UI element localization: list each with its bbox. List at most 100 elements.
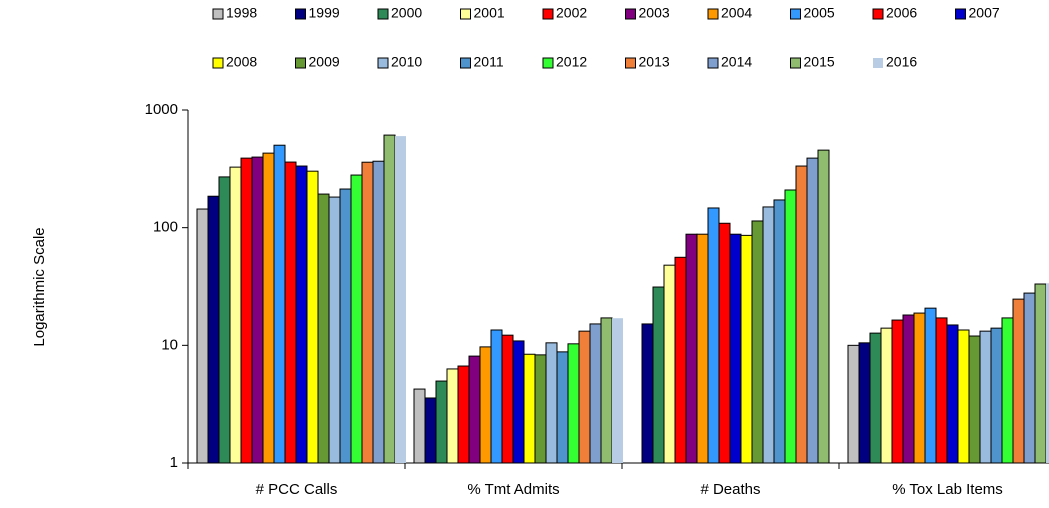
legend-label: 2002 bbox=[556, 5, 587, 21]
legend-label: 2013 bbox=[639, 54, 670, 70]
bar bbox=[773, 199, 786, 464]
bar bbox=[762, 206, 775, 464]
legend-swatch bbox=[295, 57, 306, 69]
legend-label: 2012 bbox=[556, 54, 587, 70]
bar bbox=[468, 355, 481, 464]
bar bbox=[979, 330, 992, 464]
bar bbox=[685, 233, 698, 464]
legend-label: 1999 bbox=[309, 5, 340, 21]
bar bbox=[545, 342, 558, 464]
bar bbox=[696, 233, 709, 464]
bar bbox=[218, 176, 231, 464]
bar bbox=[350, 174, 363, 464]
bar bbox=[251, 156, 264, 464]
bar bbox=[924, 307, 937, 464]
legend-label: 2000 bbox=[391, 5, 422, 21]
legend-label: 2001 bbox=[474, 5, 505, 21]
y-tick-label: 100 bbox=[153, 219, 178, 236]
bar bbox=[383, 134, 396, 464]
legend-label: 2016 bbox=[886, 54, 917, 70]
bar bbox=[663, 264, 676, 464]
legend-swatch bbox=[377, 8, 389, 20]
bar bbox=[361, 161, 374, 464]
legend-swatch bbox=[460, 57, 471, 69]
bar bbox=[729, 233, 742, 464]
bar bbox=[196, 208, 209, 464]
legend-swatch bbox=[790, 57, 801, 69]
legend-swatch bbox=[377, 57, 389, 69]
legend-label: 2014 bbox=[721, 54, 752, 70]
bar bbox=[306, 170, 319, 464]
bar bbox=[891, 319, 904, 464]
bar bbox=[817, 149, 830, 464]
y-tick-label: 1 bbox=[170, 454, 178, 471]
legend-swatch bbox=[625, 8, 636, 20]
bar bbox=[1001, 317, 1014, 464]
legend-swatch bbox=[707, 57, 719, 69]
legend-swatch bbox=[295, 8, 306, 20]
legend-label: 2003 bbox=[639, 5, 670, 21]
legend-swatch bbox=[212, 57, 224, 69]
bar bbox=[457, 365, 470, 464]
bar bbox=[229, 166, 242, 464]
legend-label: 2005 bbox=[804, 5, 835, 21]
legend-swatch bbox=[542, 57, 554, 69]
y-tick-label: 1000 bbox=[145, 101, 178, 118]
legend-swatch bbox=[955, 8, 966, 20]
bar bbox=[479, 346, 492, 464]
bar bbox=[990, 327, 1003, 464]
bar bbox=[641, 323, 654, 464]
bar bbox=[880, 327, 893, 464]
bar bbox=[740, 234, 753, 464]
bar bbox=[946, 324, 959, 464]
bar bbox=[968, 335, 981, 464]
bar bbox=[284, 161, 297, 464]
bar bbox=[858, 342, 871, 464]
bar bbox=[273, 144, 286, 464]
legend-swatch bbox=[872, 8, 884, 20]
bar bbox=[512, 340, 525, 464]
bar bbox=[1023, 292, 1036, 464]
legend-label: 2008 bbox=[226, 54, 257, 70]
bar bbox=[372, 160, 385, 464]
legend-label: 1998 bbox=[226, 5, 257, 21]
bar bbox=[578, 330, 591, 464]
bar bbox=[652, 286, 665, 464]
legend-swatch bbox=[625, 57, 636, 69]
legend-swatch bbox=[873, 58, 883, 68]
bar bbox=[424, 397, 437, 464]
bar bbox=[328, 196, 341, 464]
legend-swatch bbox=[212, 8, 224, 20]
bar bbox=[501, 334, 514, 464]
bar bbox=[718, 222, 731, 464]
bar bbox=[1046, 283, 1049, 463]
legend-label: 2010 bbox=[391, 54, 422, 70]
bar bbox=[207, 195, 220, 464]
bar bbox=[902, 314, 915, 464]
legend-label: 2006 bbox=[886, 5, 917, 21]
legend-swatch bbox=[707, 8, 719, 20]
bar bbox=[806, 157, 819, 464]
bar bbox=[795, 165, 808, 464]
bar bbox=[612, 318, 623, 463]
bar bbox=[751, 220, 764, 464]
legend-label: 2009 bbox=[309, 54, 340, 70]
legend-label: 2004 bbox=[721, 5, 752, 21]
legend-label: 2015 bbox=[804, 54, 835, 70]
bar bbox=[600, 317, 613, 464]
bar bbox=[446, 368, 459, 464]
bar bbox=[707, 207, 720, 464]
legend-label: 2011 bbox=[474, 54, 504, 70]
x-tick-label: # Deaths bbox=[700, 481, 760, 498]
y-axis-label: Logarithmic Scale bbox=[31, 227, 48, 346]
bar bbox=[240, 157, 253, 464]
bar bbox=[556, 351, 569, 464]
bar bbox=[847, 344, 860, 464]
bar bbox=[913, 312, 926, 464]
bar bbox=[957, 329, 970, 464]
legend-swatch bbox=[542, 8, 554, 20]
bar bbox=[395, 136, 406, 464]
bar bbox=[589, 323, 602, 464]
x-tick-label: % Tmt Admits bbox=[467, 481, 559, 498]
bar bbox=[935, 317, 948, 464]
